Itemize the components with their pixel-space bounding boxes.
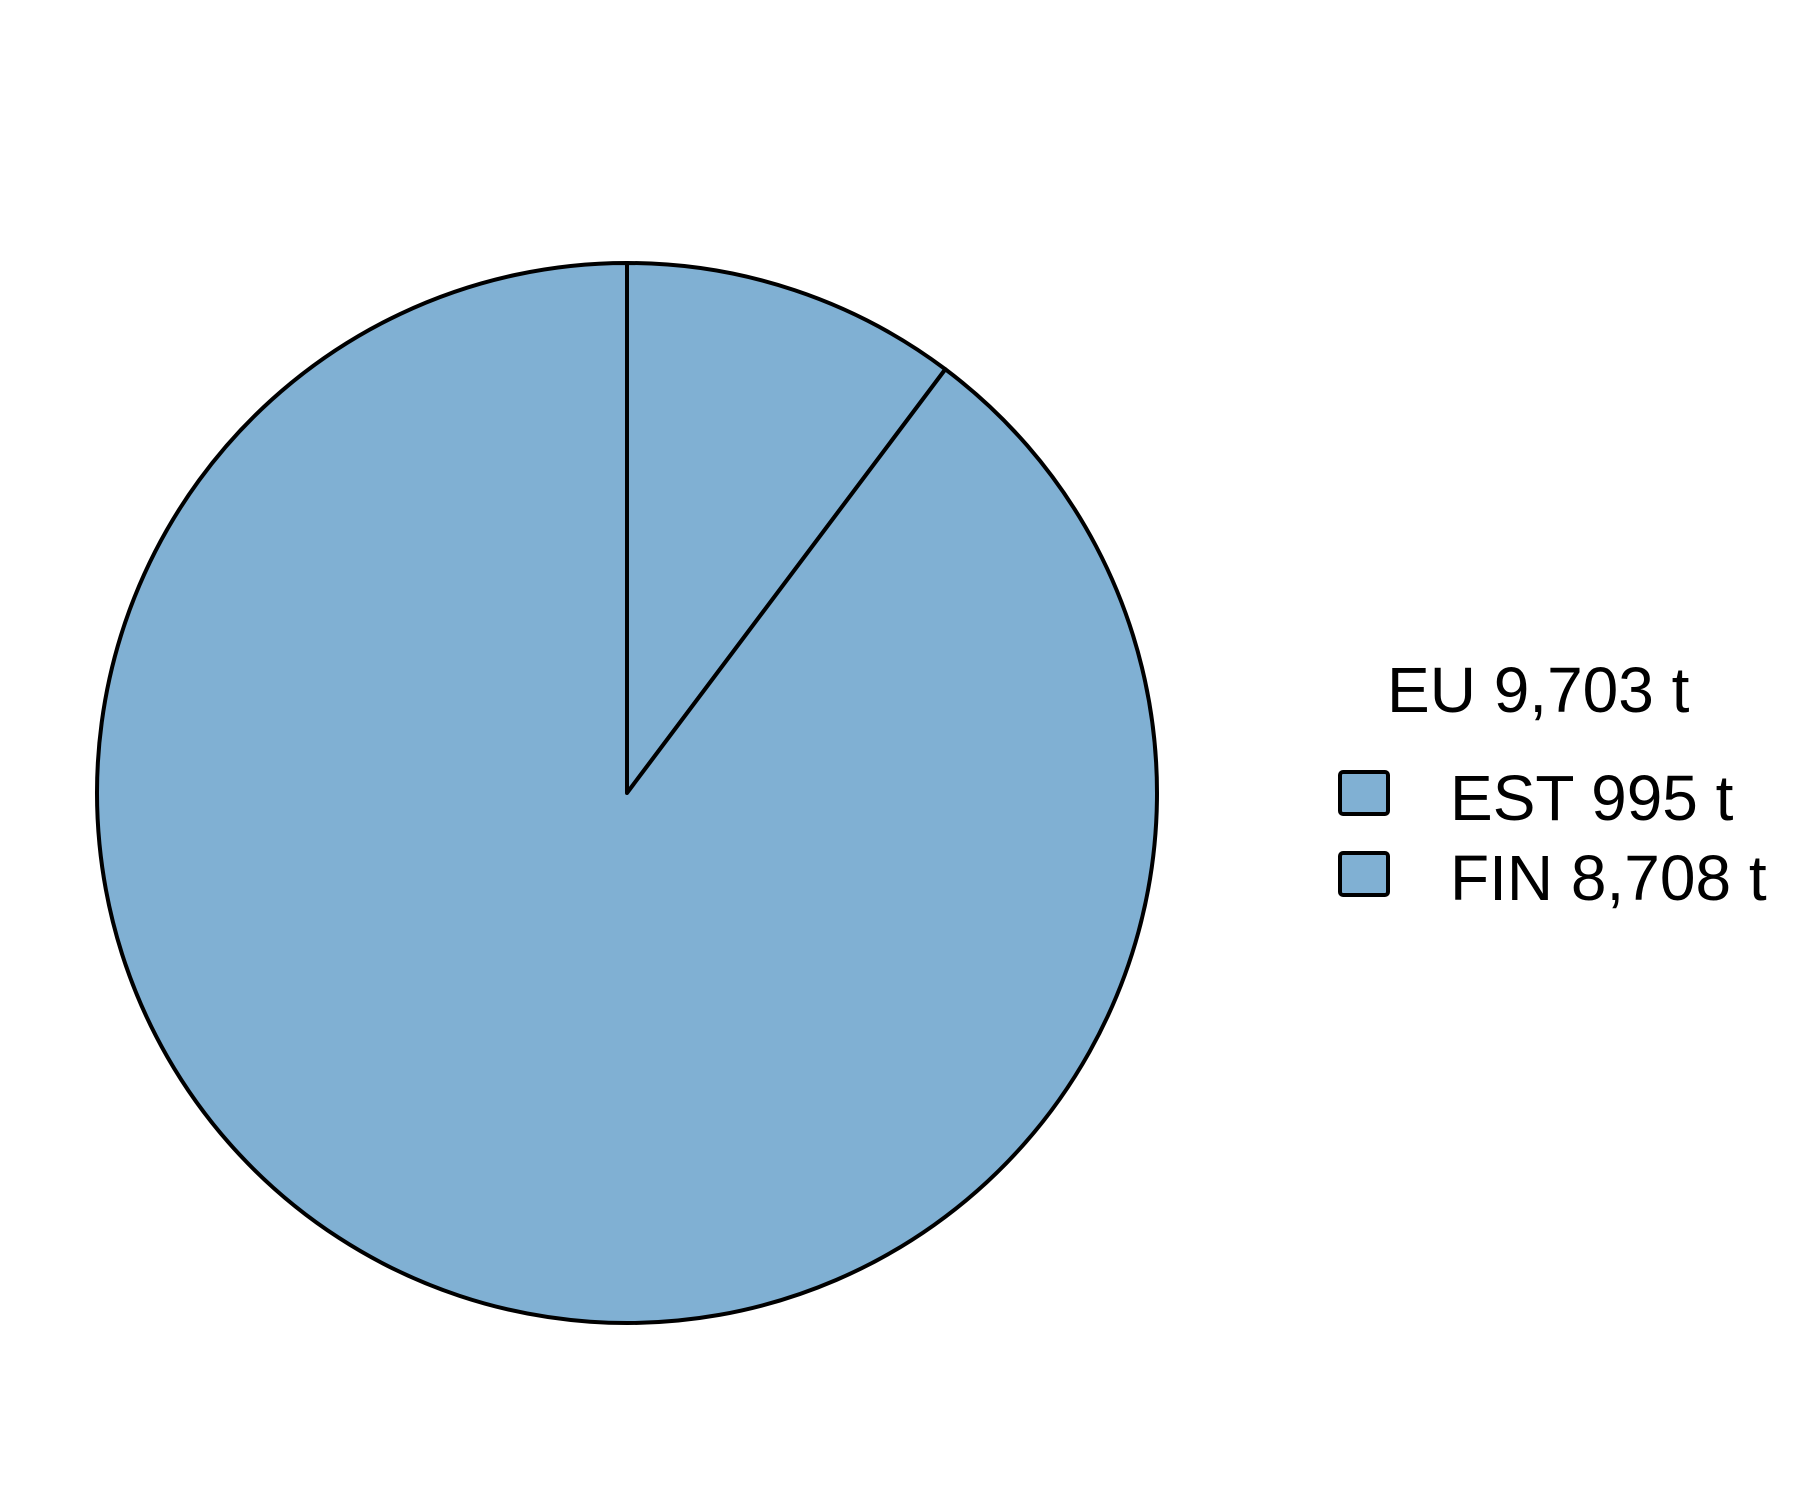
legend-label-est: EST 995 t: [1450, 762, 1734, 834]
legend: EU 9,703 t EST 995 t FIN 8,708 t: [1338, 654, 1767, 914]
legend-entry-fin: FIN 8,708 t: [1338, 842, 1767, 914]
legend-label-fin: FIN 8,708 t: [1450, 842, 1767, 914]
legend-title: EU 9,703 t: [1387, 654, 1690, 726]
pie-slice-est: [625, 261, 948, 795]
pie-slices: [95, 261, 1159, 1325]
legend-entry-est: EST 995 t: [1338, 762, 1734, 834]
legend-swatch-fin: [1338, 851, 1390, 897]
legend-swatch-est: [1338, 770, 1390, 816]
pie-slice-fin: [95, 261, 1159, 1325]
